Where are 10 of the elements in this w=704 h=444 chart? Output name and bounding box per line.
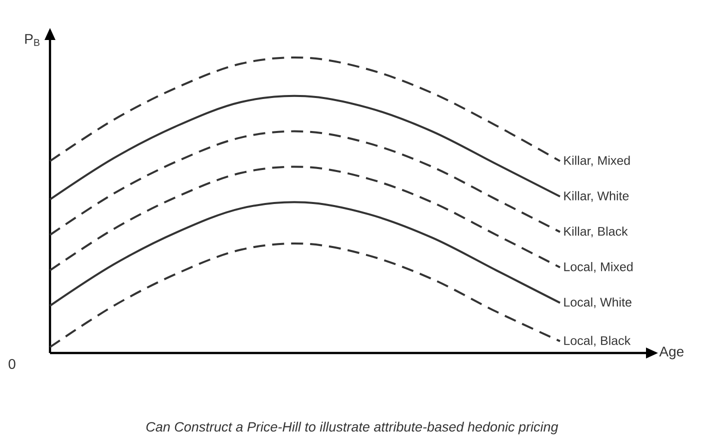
series-label: Killar, Black bbox=[564, 226, 628, 238]
series-label: Local, White bbox=[564, 297, 632, 308]
text: 0 bbox=[8, 359, 16, 369]
series-label: Local, Mixed bbox=[564, 262, 633, 273]
x-axis-title: Age bbox=[659, 346, 684, 360]
text: Can Construct a Price-Hill to illustrate attribute-based hedonic pricing bbox=[146, 422, 558, 434]
series-label: Killar, Mixed bbox=[564, 156, 630, 166]
series-label: Killar, White bbox=[564, 191, 629, 202]
series-label: Local, Black bbox=[564, 336, 631, 347]
y-axis-title: P$_{B}$ bbox=[25, 34, 40, 46]
